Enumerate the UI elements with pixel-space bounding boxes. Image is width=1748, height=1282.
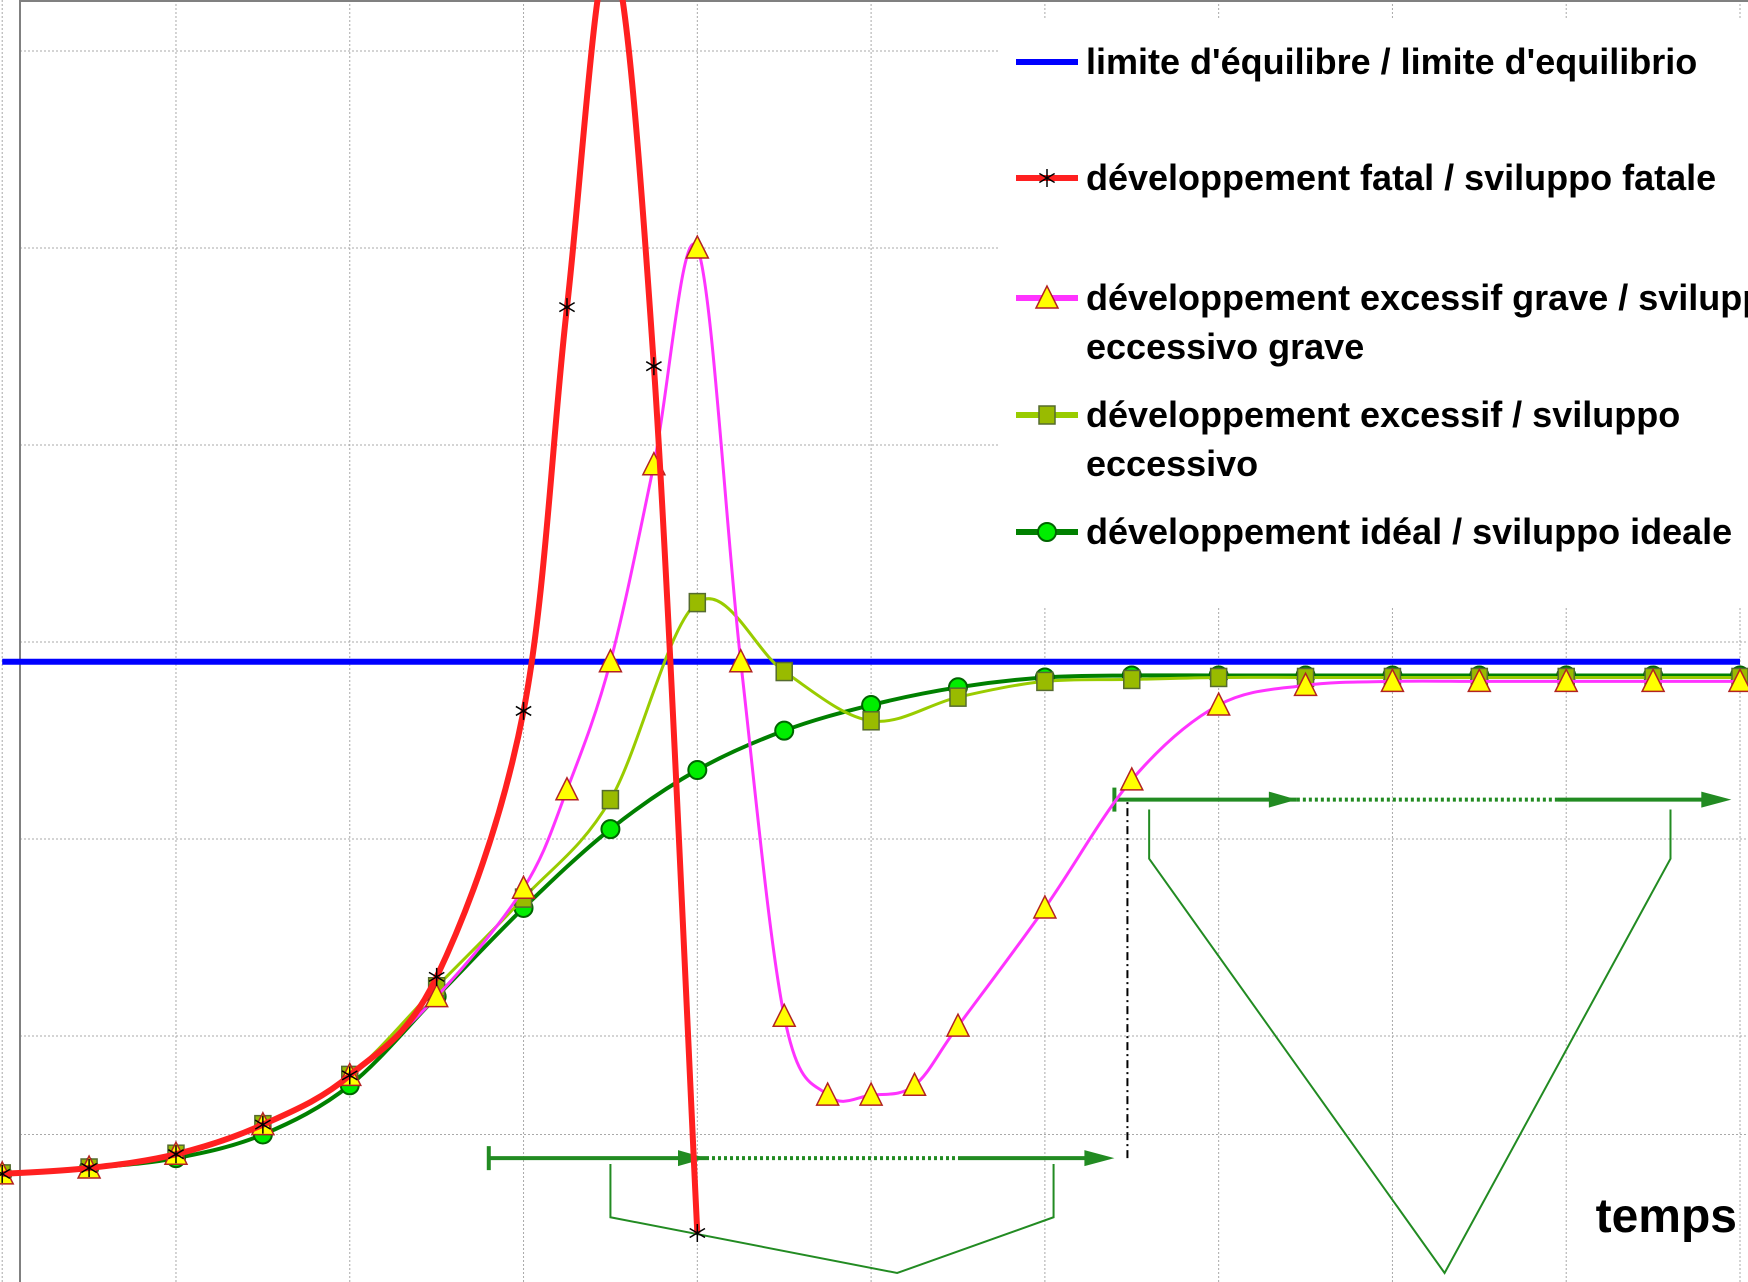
legend: limite d'équilibre / limite d'equilibrio… bbox=[1000, 18, 1748, 608]
series-2-point-10 bbox=[685, 234, 710, 259]
series-1-point-5 bbox=[428, 967, 445, 986]
series-2-point-16 bbox=[945, 1012, 971, 1037]
legend-label-0: limite d'équilibre / limite d'equilibrio bbox=[1086, 41, 1697, 82]
series-3-point-12 bbox=[1036, 671, 1054, 692]
series-3-point-14 bbox=[1209, 667, 1228, 688]
series-2-point-25 bbox=[1727, 667, 1748, 693]
series-1-point-9 bbox=[645, 357, 662, 376]
legend-label-3-line-1: développement excessif / sviluppo bbox=[1086, 394, 1680, 435]
legend-label-2-line-2: eccessivo grave bbox=[1086, 326, 1364, 367]
series-1-point-2-stroke-2 bbox=[167, 1149, 185, 1160]
series-4-point-9 bbox=[774, 720, 795, 741]
series-2-point-18 bbox=[1119, 766, 1144, 791]
legend-label-2-line-1: développement excessif grave / sviluppo bbox=[1086, 277, 1748, 318]
legend-item-3: développement excessif / sviluppo eccessi… bbox=[1016, 394, 1680, 484]
timeline-arrow-upper-arrowhead bbox=[1701, 791, 1732, 808]
series-2-point-8 bbox=[598, 648, 623, 673]
series-1-point-10 bbox=[689, 1224, 706, 1242]
legend-items: limite d'équilibre / limite d'equilibrio… bbox=[1016, 41, 1748, 552]
series-2-point-21 bbox=[1380, 667, 1405, 693]
series-1-point-4 bbox=[341, 1066, 358, 1085]
timeline-arrow-lower-arrowhead bbox=[1084, 1150, 1115, 1167]
legend-label-3: développement excessif / sviluppo eccessi… bbox=[1086, 394, 1680, 484]
series-1-point-5-stroke-2 bbox=[428, 971, 445, 983]
series-2-point-11 bbox=[728, 648, 753, 673]
series-1-point-3-stroke-2 bbox=[254, 1119, 271, 1130]
series-1-point-1-stroke-2 bbox=[81, 1162, 98, 1174]
series-1-point-7-stroke-2 bbox=[558, 301, 576, 313]
bracket-lower bbox=[609, 1164, 1055, 1275]
series-1-point-6 bbox=[515, 701, 532, 720]
series-4-point-8 bbox=[687, 760, 708, 781]
series-4-line bbox=[2, 673, 1740, 1176]
series-1-point-0 bbox=[0, 1164, 11, 1183]
legend-marker-4 bbox=[1037, 522, 1057, 542]
series-2-point-15 bbox=[902, 1071, 927, 1096]
legend-item-0: limite d'équilibre / limite d'equilibrio bbox=[1016, 41, 1697, 82]
series-1 bbox=[0, 0, 706, 1242]
series-2-point-13 bbox=[815, 1081, 840, 1106]
series-2-point-17 bbox=[1032, 894, 1058, 919]
series-2-point-22 bbox=[1467, 667, 1492, 693]
series-1-point-1 bbox=[81, 1158, 98, 1177]
legend-marker-3 bbox=[1038, 405, 1056, 425]
series-2-point-24 bbox=[1640, 667, 1666, 693]
legend-item-2: développement excessif grave / sviluppo e… bbox=[1016, 277, 1748, 367]
x-axis-title: temps bbox=[1596, 1190, 1737, 1243]
timeline-annotations bbox=[486, 787, 1732, 1275]
legend-marker-1 bbox=[1038, 169, 1056, 187]
series-2-point-6 bbox=[511, 874, 536, 899]
series-1-point-0-stroke-2 bbox=[0, 1168, 11, 1177]
series-3-point-11 bbox=[949, 687, 967, 707]
timeline-arrow-upper-mid-arrowhead bbox=[1268, 791, 1297, 808]
legend-marker-1-stroke-2 bbox=[1038, 172, 1056, 184]
legend-marker-2 bbox=[1034, 284, 1060, 309]
series-3-point-13 bbox=[1123, 669, 1141, 690]
series-1-point-2 bbox=[167, 1145, 185, 1164]
series-1-point-9-stroke-2 bbox=[645, 361, 662, 372]
series-2-point-20 bbox=[1293, 671, 1318, 697]
series-lines bbox=[0, 0, 1748, 1242]
series-2-point-14 bbox=[858, 1081, 884, 1106]
series-2-point-23 bbox=[1554, 667, 1579, 693]
series-1-point-4-stroke-2 bbox=[341, 1070, 358, 1081]
legend-item-4: développement idéal / sviluppo ideale bbox=[1016, 511, 1732, 552]
legend-label-1: développement fatal / sviluppo fatale bbox=[1086, 157, 1716, 198]
series-2-point-5 bbox=[424, 982, 449, 1008]
legend-label-4: développement idéal / sviluppo ideale bbox=[1086, 511, 1732, 552]
series-2-point-7 bbox=[554, 776, 580, 801]
series-3-point-9 bbox=[775, 661, 793, 682]
series-1-point-10-stroke-2 bbox=[689, 1227, 706, 1239]
series-2-point-19 bbox=[1206, 691, 1231, 716]
series-1-point-3 bbox=[254, 1115, 271, 1134]
series-4-point-7 bbox=[600, 819, 621, 840]
bracket-upper bbox=[1148, 809, 1672, 1275]
series-1-point-7 bbox=[558, 298, 576, 317]
legend-label-3-line-2: eccessivo bbox=[1086, 443, 1258, 484]
series-2-point-12 bbox=[771, 1002, 797, 1028]
series-1-line bbox=[1, 0, 701, 1234]
legend-background bbox=[1000, 18, 1748, 608]
legend-label-2: développement excessif grave / sviluppo e… bbox=[1086, 277, 1748, 367]
legend-item-1: développement fatal / sviluppo fatale bbox=[1016, 157, 1716, 198]
series-3-point-10 bbox=[862, 711, 880, 731]
series-3-point-8 bbox=[688, 592, 707, 613]
series-1-point-6-stroke-2 bbox=[515, 705, 532, 717]
series-3-point-7 bbox=[601, 789, 620, 810]
